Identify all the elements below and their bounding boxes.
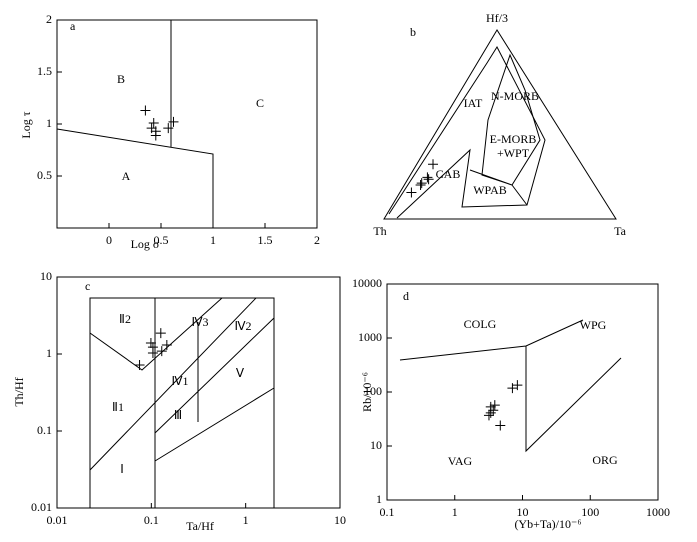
panel-label: d bbox=[403, 289, 409, 303]
field-label: Ⅲ bbox=[174, 408, 182, 422]
x-tick-label: 1.5 bbox=[258, 233, 273, 247]
point bbox=[507, 383, 518, 394]
x-tick-label: 0 bbox=[106, 233, 112, 247]
x-tick-label: 1000 bbox=[646, 505, 670, 519]
point bbox=[150, 130, 161, 141]
field-label: Ⅴ bbox=[236, 366, 245, 380]
field-label: WPAB bbox=[473, 183, 507, 197]
point bbox=[147, 348, 158, 359]
y-tick-label: 1 bbox=[46, 116, 52, 130]
x-tick-label: 1 bbox=[243, 513, 249, 527]
x-axis-label: (Yb+Ta)/10⁻⁶ bbox=[514, 517, 581, 531]
x-tick-label: 1 bbox=[210, 233, 216, 247]
x-tick-label: 0.5 bbox=[154, 233, 169, 247]
field-label: IAT bbox=[464, 96, 483, 110]
point bbox=[406, 187, 417, 198]
point bbox=[163, 123, 174, 134]
field-boundaries bbox=[56, 19, 659, 509]
x-tick-label: 10 bbox=[517, 505, 529, 519]
field-label: ORG bbox=[592, 453, 618, 467]
boundary bbox=[469, 53, 541, 206]
y-tick-label: 10 bbox=[40, 269, 52, 283]
field-label: C bbox=[256, 96, 264, 110]
panel-label: a bbox=[70, 19, 76, 33]
x-tick-label: 0.01 bbox=[47, 513, 68, 527]
frame bbox=[56, 19, 318, 229]
x-tick-label: 0.1 bbox=[144, 513, 159, 527]
y-tick-label: 100 bbox=[364, 384, 382, 398]
y-axis-label: Log τ bbox=[19, 111, 33, 138]
field-label: Ⅳ3 bbox=[191, 315, 208, 329]
y-axis-label: Rb/10⁻⁶ bbox=[360, 372, 374, 412]
field-label: Ⅳ1 bbox=[171, 374, 188, 388]
x-tick-label: 100 bbox=[581, 505, 599, 519]
vertex-label: Ta bbox=[614, 224, 626, 238]
point bbox=[485, 407, 496, 418]
point bbox=[148, 117, 159, 128]
point bbox=[416, 178, 427, 189]
point bbox=[155, 328, 166, 339]
boundary bbox=[399, 319, 622, 453]
point bbox=[495, 420, 506, 431]
boundary bbox=[56, 20, 214, 228]
point bbox=[156, 346, 167, 357]
point bbox=[423, 174, 434, 185]
field-label: Ⅳ2 bbox=[234, 319, 251, 333]
frame bbox=[386, 283, 659, 501]
point bbox=[428, 159, 439, 170]
field-label: +WPT bbox=[497, 146, 530, 160]
y-axis-label: Th/Hf bbox=[12, 377, 26, 406]
point bbox=[489, 400, 500, 411]
point bbox=[134, 359, 145, 370]
x-tick-label: 0.1 bbox=[380, 505, 395, 519]
field-label: B bbox=[117, 72, 125, 86]
y-tick-label: 0.5 bbox=[37, 168, 52, 182]
point bbox=[168, 116, 179, 127]
point bbox=[140, 105, 151, 116]
x-tick-label: 2 bbox=[314, 233, 320, 247]
field-label: WPG bbox=[580, 318, 607, 332]
point bbox=[422, 172, 433, 183]
point bbox=[512, 380, 523, 391]
boundary bbox=[89, 297, 275, 508]
y-tick-label: 1.5 bbox=[37, 64, 52, 78]
vertex-label: Hf/3 bbox=[486, 11, 508, 25]
y-tick-label: 10000 bbox=[352, 276, 382, 290]
panel-label: b bbox=[410, 25, 416, 39]
y-tick-label: 1 bbox=[46, 346, 52, 360]
panel-label: c bbox=[85, 279, 90, 293]
x-tick-label: 10 bbox=[334, 513, 346, 527]
frame bbox=[56, 276, 341, 509]
point bbox=[483, 410, 494, 421]
field-label: Ⅰ bbox=[120, 462, 124, 476]
field-label: N-MORB bbox=[491, 89, 539, 103]
triangle bbox=[383, 29, 617, 220]
field-label: CAB bbox=[436, 167, 461, 181]
x-axis-label: Ta/Hf bbox=[186, 519, 214, 533]
field-label: Ⅱ2 bbox=[119, 312, 131, 326]
vertex-label: Th bbox=[373, 224, 386, 238]
point bbox=[145, 337, 156, 348]
y-tick-label: 1 bbox=[376, 492, 382, 506]
y-tick-label: 1000 bbox=[358, 330, 382, 344]
y-tick-label: 0.1 bbox=[37, 423, 52, 437]
x-tick-label: 1 bbox=[452, 505, 458, 519]
point bbox=[161, 339, 172, 350]
x-axis-label: Log σ bbox=[131, 237, 160, 251]
field-label: A bbox=[122, 169, 131, 183]
field-label: VAG bbox=[448, 454, 473, 468]
field-label: COLG bbox=[464, 317, 497, 331]
field-label: Ⅱ1 bbox=[112, 400, 124, 414]
point bbox=[488, 405, 499, 416]
y-tick-label: 2 bbox=[46, 12, 52, 26]
point bbox=[415, 179, 426, 190]
field-label: E-MORB bbox=[490, 132, 537, 146]
boundary bbox=[388, 45, 546, 219]
y-tick-label: 10 bbox=[370, 438, 382, 452]
y-tick-label: 0.01 bbox=[31, 500, 52, 514]
